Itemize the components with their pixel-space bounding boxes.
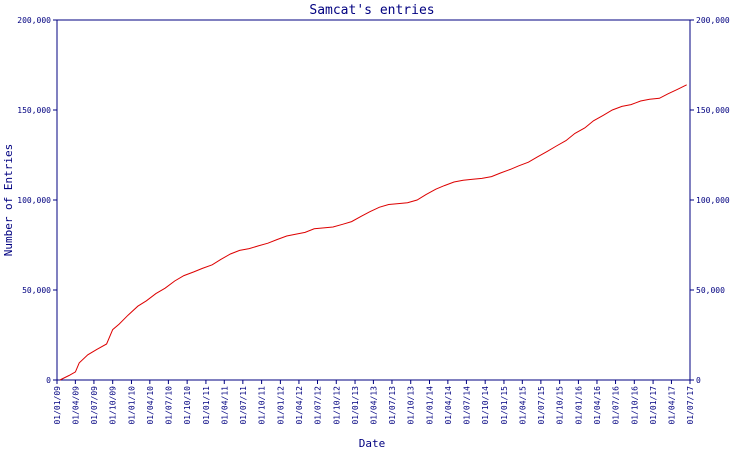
- x-tick-label: 01/10/13: [407, 386, 416, 425]
- x-tick-label: 01/01/10: [127, 386, 136, 425]
- x-tick-label: 01/04/09: [71, 386, 80, 425]
- x-tick-label: 01/04/12: [295, 386, 304, 425]
- x-tick-label: 01/07/11: [239, 386, 248, 425]
- x-tick-label: 01/07/10: [164, 386, 173, 425]
- x-tick-label: 01/10/09: [109, 386, 118, 425]
- x-axis: 01/01/09 01/04/09 01/07/09 01/10/09 01/01/10…: [53, 380, 695, 425]
- x-tick-label: 01/04/16: [593, 386, 602, 425]
- x-tick-label: 01/07/13: [388, 386, 397, 425]
- x-tick-label: 01/10/11: [258, 386, 267, 425]
- chart-title: Samcat's entries: [309, 3, 434, 18]
- x-tick-label: 01/10/10: [183, 386, 192, 425]
- y-tick-label-left: 0: [46, 376, 51, 385]
- x-tick-label: 01/07/16: [612, 386, 621, 425]
- x-tick-label: 01/10/16: [630, 386, 639, 425]
- x-axis-label: Date: [359, 437, 386, 450]
- series-layer: [59, 84, 687, 381]
- x-tick-label: 01/01/13: [351, 386, 360, 425]
- x-tick-label: 01/04/17: [667, 386, 676, 425]
- x-tick-label: 01/04/15: [518, 386, 527, 425]
- x-tick-label: 01/04/13: [369, 386, 378, 425]
- plot-area-frame: [56, 19, 691, 381]
- y-axis-left: 0 50,000 100,000 150,000 200,000: [17, 16, 57, 385]
- x-tick-label: 01/01/14: [425, 386, 434, 425]
- y-tick-label-left: 100,000: [17, 196, 51, 205]
- x-tick-label: 01/01/16: [574, 386, 583, 425]
- y-tick-label-right: 50,000: [696, 286, 725, 295]
- x-tick-label: 01/01/12: [276, 386, 285, 425]
- x-tick-label: 01/01/17: [649, 386, 658, 425]
- x-tick-label: 01/10/14: [481, 386, 490, 425]
- x-tick-label: 01/07/15: [537, 386, 546, 425]
- x-tick-label: 01/01/15: [500, 386, 509, 425]
- x-tick-label: 01/04/11: [220, 386, 229, 425]
- x-tick-label: 01/07/09: [90, 386, 99, 425]
- x-tick-label: 01/07/14: [462, 386, 471, 425]
- x-tick-label: 01/10/15: [556, 386, 565, 425]
- x-tick-label: 01/04/10: [146, 386, 155, 425]
- y-axis-right: 0 50,000 100,000 150,000 200,000: [690, 16, 730, 385]
- y-tick-label-right: 0: [696, 376, 701, 385]
- y-tick-label-right: 150,000: [696, 106, 730, 115]
- y-axis-label: Number of Entries: [2, 144, 15, 257]
- x-tick-label: 01/10/12: [332, 386, 341, 425]
- y-tick-label-right: 100,000: [696, 196, 730, 205]
- y-tick-label-left: 50,000: [22, 286, 51, 295]
- series-line: [59, 84, 687, 381]
- y-tick-label-left: 150,000: [17, 106, 51, 115]
- x-tick-label: 01/01/11: [202, 386, 211, 425]
- x-tick-label: 01/07/12: [314, 386, 323, 425]
- x-tick-label: 01/01/09: [53, 386, 62, 425]
- x-tick-label: 01/04/14: [444, 386, 453, 425]
- y-tick-label-left: 200,000: [17, 16, 51, 25]
- y-tick-label-right: 200,000: [696, 16, 730, 25]
- x-tick-label: 01/07/17: [686, 386, 695, 425]
